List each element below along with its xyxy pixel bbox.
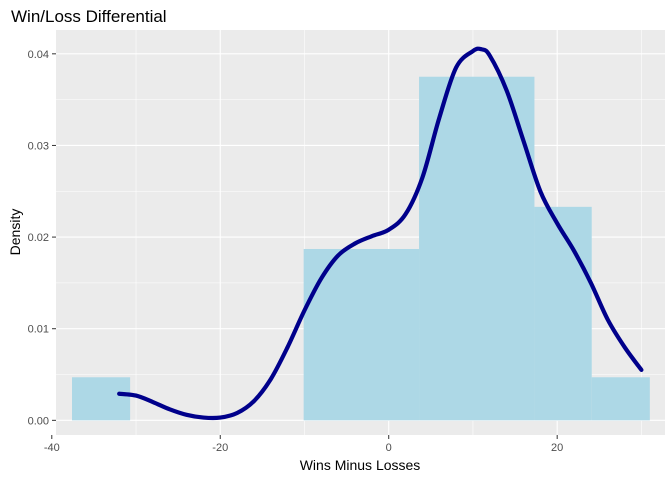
y-tick-label: 0.00 <box>28 415 49 427</box>
y-tick-label: 0.04 <box>28 49 49 61</box>
y-tick-label: 0.01 <box>28 324 49 336</box>
x-tick-label: -20 <box>212 442 228 454</box>
histogram-bar <box>419 76 535 421</box>
y-axis-ticks: 0.00 0.01 0.02 0.03 0.04 <box>28 49 56 427</box>
histogram-bar <box>534 206 592 421</box>
x-axis-ticks: -40 -20 0 20 <box>44 435 563 454</box>
x-tick-label: -40 <box>44 442 60 454</box>
density-curve <box>117 46 644 421</box>
y-axis-title: Density <box>7 209 23 256</box>
histogram-bar <box>303 248 420 421</box>
chart-title: Win/Loss Differential <box>11 7 167 26</box>
x-tick-label: 20 <box>551 442 563 454</box>
x-axis-title: Wins Minus Losses <box>300 457 421 473</box>
y-tick-label: 0.02 <box>28 232 49 244</box>
y-tick-label: 0.03 <box>28 140 49 152</box>
x-tick-label: 0 <box>386 442 392 454</box>
histogram-bar <box>591 377 650 421</box>
histogram-bar <box>72 377 131 421</box>
